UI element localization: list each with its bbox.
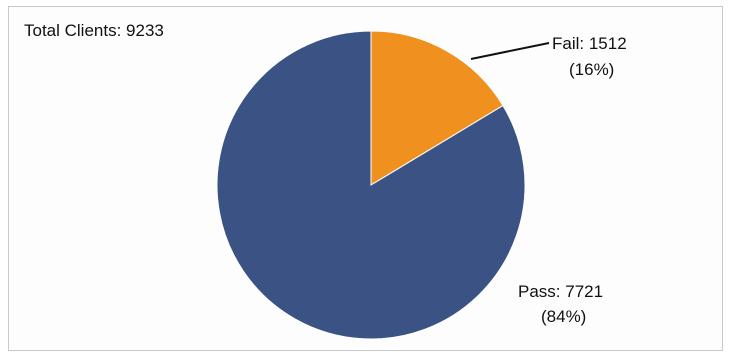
pass-slice-percent: (84%) xyxy=(541,307,586,326)
pie-slice-pass xyxy=(216,30,526,340)
pass-slice-label: Pass: 7721 xyxy=(518,282,603,301)
chart-title: Total Clients: 9233 xyxy=(24,21,164,40)
pie-slice-fail xyxy=(370,30,504,186)
fail-leader-line xyxy=(470,42,550,60)
pie-slices xyxy=(216,30,526,340)
fail-slice-percent: (16%) xyxy=(569,60,614,79)
fail-slice-label: Fail: 1512 xyxy=(552,34,627,53)
